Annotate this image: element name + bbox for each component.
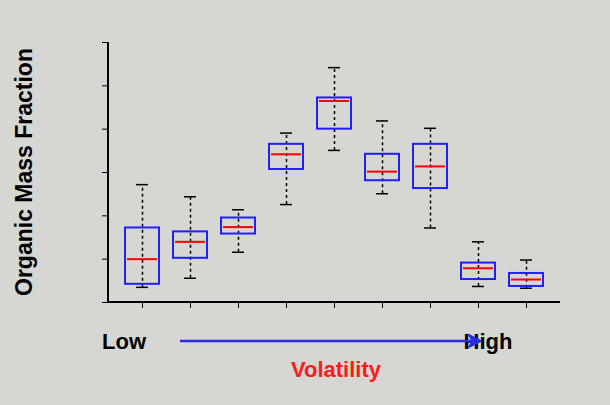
svg-text:Low: Low [102,329,147,354]
svg-text:Organic Mass Fraction: Organic Mass Fraction [11,48,37,296]
svg-text:High: High [463,329,513,354]
svg-text:Volatility: Volatility [291,357,382,382]
